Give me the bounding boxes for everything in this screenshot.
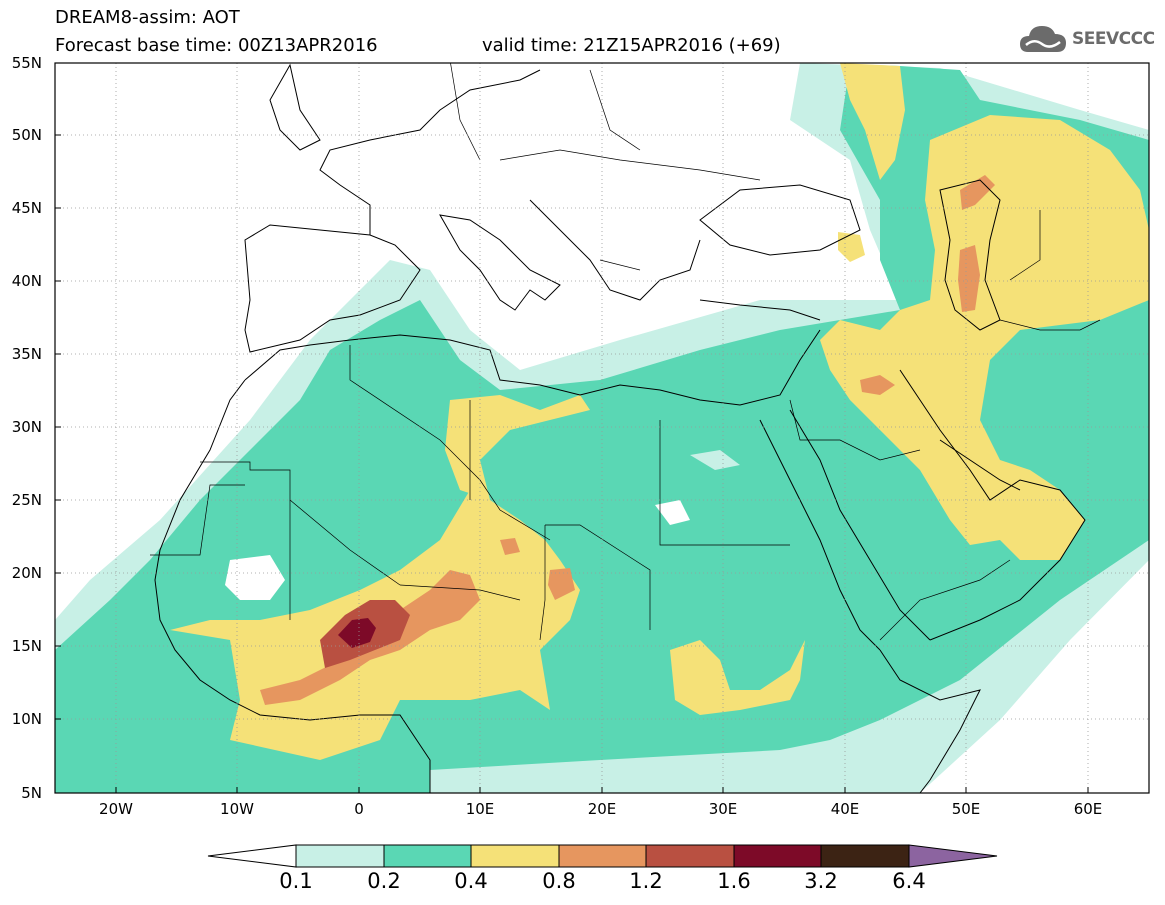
lat-label: 25N [11,491,42,509]
colorbar-tick: 0.2 [367,869,401,893]
lat-label: 5N [21,784,42,802]
colorbar-tick: 6.4 [892,869,926,893]
lon-label: 10E [465,800,495,818]
lon-label: 30E [708,800,738,818]
aot-layer-0.4 [820,115,1149,560]
lat-label: 40N [11,272,42,290]
lon-label: 50E [951,800,981,818]
colorbar-tick: 1.2 [629,869,663,893]
aot-layer-0.8 [958,245,980,312]
lat-label: 50N [11,126,42,144]
lat-label: 15N [11,637,42,655]
colorbar-tick: 0.4 [454,869,488,893]
lon-label: 10W [220,800,254,818]
aot-layer-1.6 [338,618,376,648]
aot-low-area [690,450,740,470]
country-borders [150,63,1101,641]
aot-layer-0.4 [445,395,590,500]
cloud-icon [1020,26,1066,52]
colorbar-tick: 0.1 [279,869,313,893]
aot-low-area [225,555,285,600]
lat-label: 35N [11,345,42,363]
aot-layer-0.8 [500,538,520,555]
lat-label: 10N [11,710,42,728]
colorbar-tick: 1.6 [717,869,751,893]
title-valid-time: valid time: 21Z15APR2016 (+69) [482,35,781,56]
lon-label: 20E [587,800,617,818]
lat-label: 20N [11,564,42,582]
lat-label: 55N [11,54,42,72]
aot-low-area [655,500,690,525]
lon-label: 60E [1073,800,1103,818]
axis-ticks [55,62,1089,793]
lat-label: 30N [11,418,42,436]
title-base-time: Forecast base time: 00Z13APR2016 [55,35,378,56]
seevccc-logo: SEEVCCC [1018,22,1155,56]
aot-layer-0.8 [960,175,995,210]
logo-text: SEEVCCC [1072,29,1155,49]
aot-layer-0.4 [838,232,865,262]
lon-label: 20W [99,800,133,818]
aot-layer-0.4 [840,63,905,180]
grid-lines [55,63,1149,793]
aot-layer-0.4 [670,640,805,715]
title-product: DREAM8-assim: AOT [55,7,240,28]
colorbar-tick: 3.2 [804,869,838,893]
lat-label: 45N [11,199,42,217]
colorbar-tick: 0.8 [542,869,576,893]
aot-layer-0.8 [260,570,480,705]
aot-layer-0.8 [860,375,895,395]
lon-label: 40E [830,800,860,818]
lon-label: 0 [354,800,364,818]
aot-layer-0.8 [548,568,575,600]
